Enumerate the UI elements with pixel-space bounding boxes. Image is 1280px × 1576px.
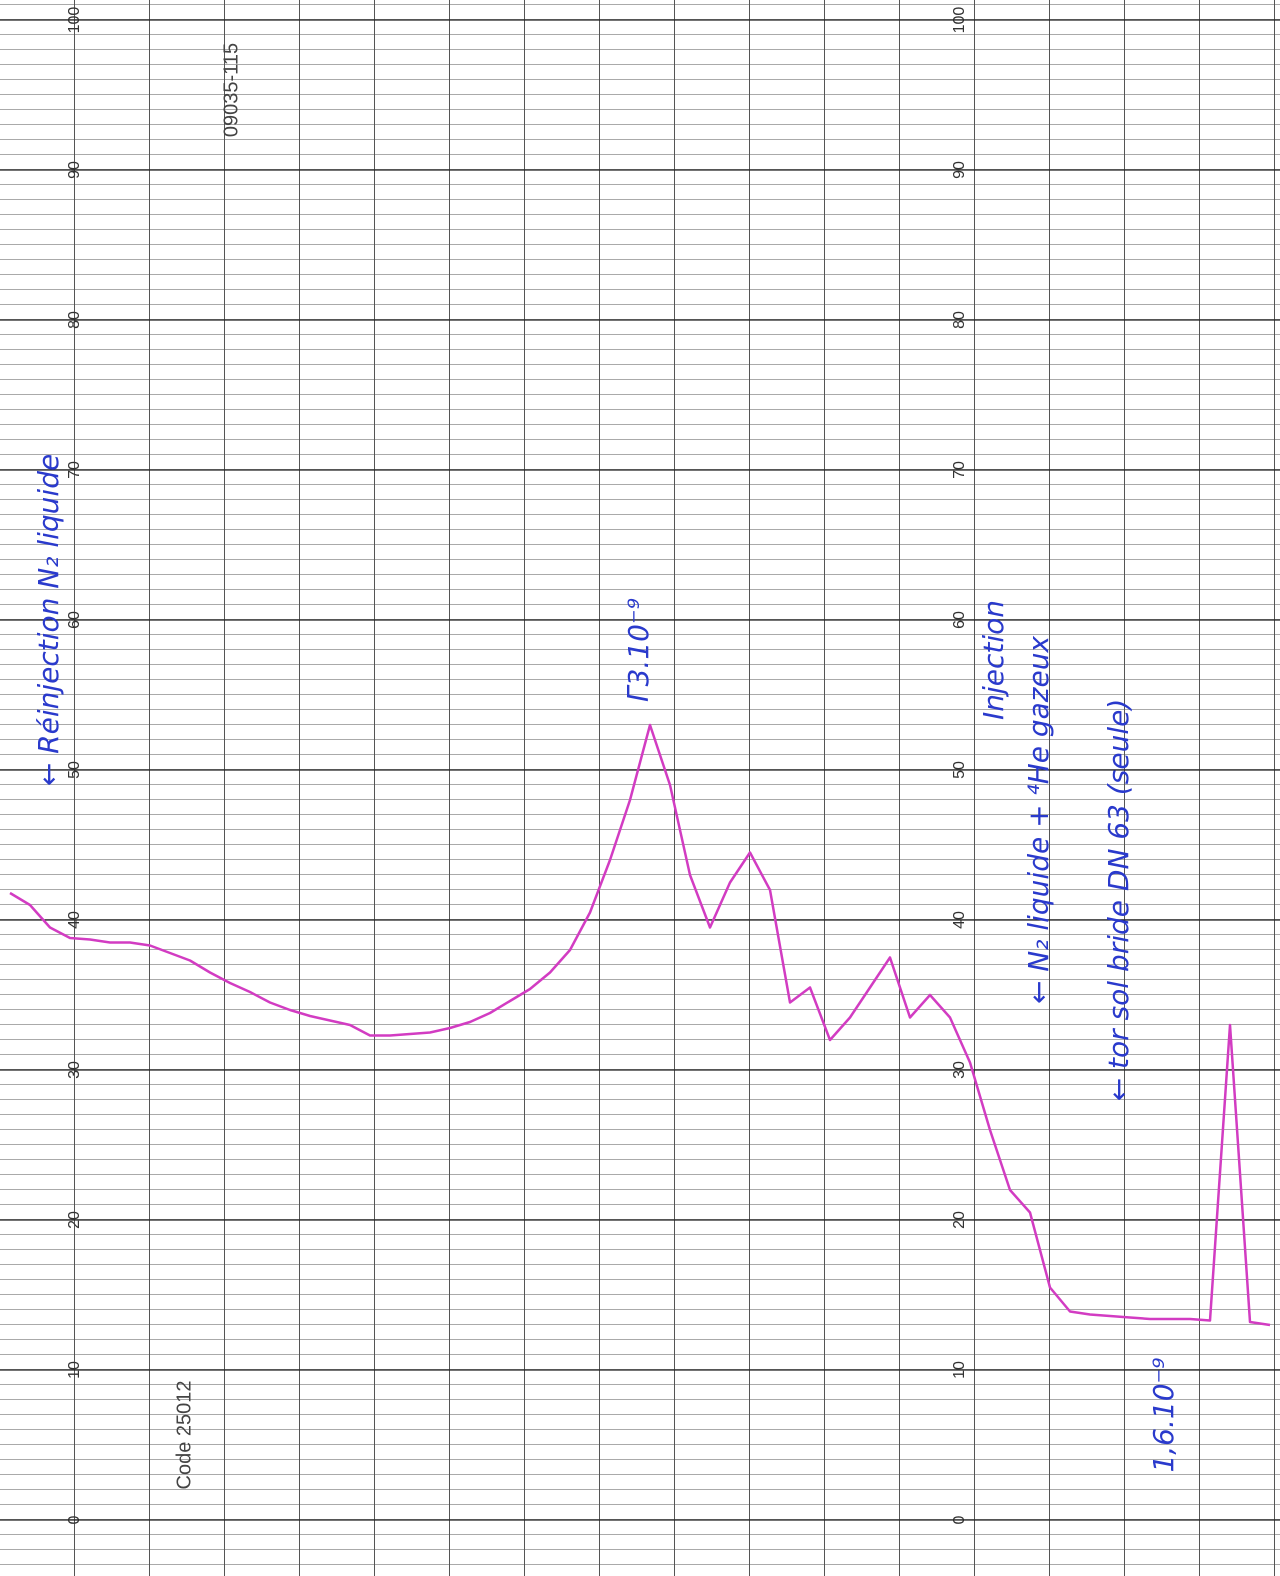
annotation: Injection (977, 600, 1010, 720)
annotation: ← tor sol bride DN 63 (seule) (1102, 699, 1135, 1102)
annotation: ← N₂ liquide + ⁴He gazeux (1022, 636, 1055, 1005)
annotation: ← Réinjection N₂ liquide (32, 454, 65, 786)
annotation: 1,6.10⁻⁹ (1147, 1357, 1180, 1472)
page: 1001009090808070706060505040403030202010… (0, 0, 1280, 1576)
paper-code: 09035-115 (220, 43, 242, 137)
chart: 1001009090808070706060505040403030202010… (0, 0, 1280, 1576)
paper-code: Code 25012 (173, 1381, 195, 1490)
annotation: Γ3.10⁻⁹ (622, 598, 655, 702)
trace (10, 725, 1270, 1325)
